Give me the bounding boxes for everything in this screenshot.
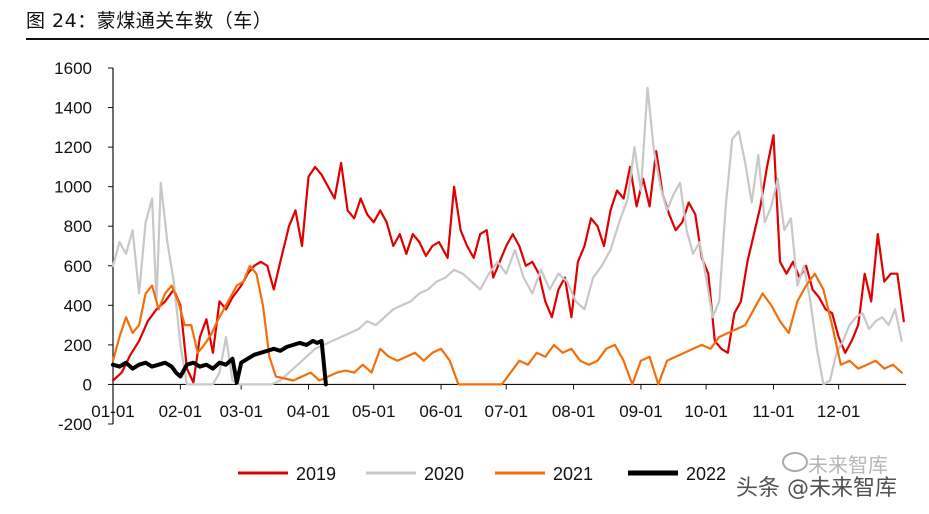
series-line-2021 — [111, 264, 903, 386]
y-tick-label: 400 — [64, 296, 92, 315]
series-line-2019 — [111, 134, 905, 384]
x-tick-label: 08-01 — [552, 402, 595, 421]
x-tick-label: 05-01 — [352, 402, 395, 421]
y-tick-label: 800 — [64, 217, 92, 236]
wechat-icon — [782, 452, 808, 472]
watermark-overlay: 未来智库 — [808, 453, 888, 477]
y-tick-label: 600 — [64, 257, 92, 276]
y-tick-label: 0 — [83, 375, 92, 394]
y-tick-label: 200 — [64, 336, 92, 355]
title-underline — [26, 38, 929, 40]
series-line-2022 — [111, 338, 328, 387]
chart-legend: 2019 2020 2021 2022 — [238, 464, 726, 484]
x-tick-label: 07-01 — [484, 402, 527, 421]
x-tick-label: 04-01 — [287, 402, 330, 421]
y-tick-label: 1200 — [54, 138, 92, 157]
watermark: 头条 @未来智库 — [736, 476, 897, 501]
x-tick-label: 09-01 — [619, 402, 662, 421]
y-tick-label: 1600 — [54, 59, 92, 78]
legend-label-2019: 2019 — [296, 464, 336, 484]
x-tick-label: 10-01 — [684, 402, 727, 421]
x-tick-label: 11-01 — [752, 402, 794, 421]
x-tick-label: 01-01 — [91, 402, 134, 421]
x-tick-label: 02-01 — [159, 402, 202, 421]
x-tick-label: 03-01 — [219, 402, 262, 421]
chart-title: 图 24：蒙煤通关车数（车） — [26, 10, 273, 32]
chart-series — [111, 86, 905, 387]
x-tick-label: 12-01 — [817, 402, 860, 421]
y-tick-label: 1400 — [54, 99, 92, 118]
series-line-2020 — [111, 86, 903, 386]
x-tick-label: 06-01 — [419, 402, 462, 421]
legend-label-2020: 2020 — [424, 464, 464, 484]
chart-axes: -200 0 200 400 600 800 1000 1200 1400 1600 01-01 02… — [54, 59, 906, 434]
legend-label-2022: 2022 — [686, 464, 726, 484]
y-tick-label: -200 — [58, 415, 92, 434]
y-tick-label: 1000 — [54, 178, 92, 197]
legend-label-2021: 2021 — [553, 464, 593, 484]
